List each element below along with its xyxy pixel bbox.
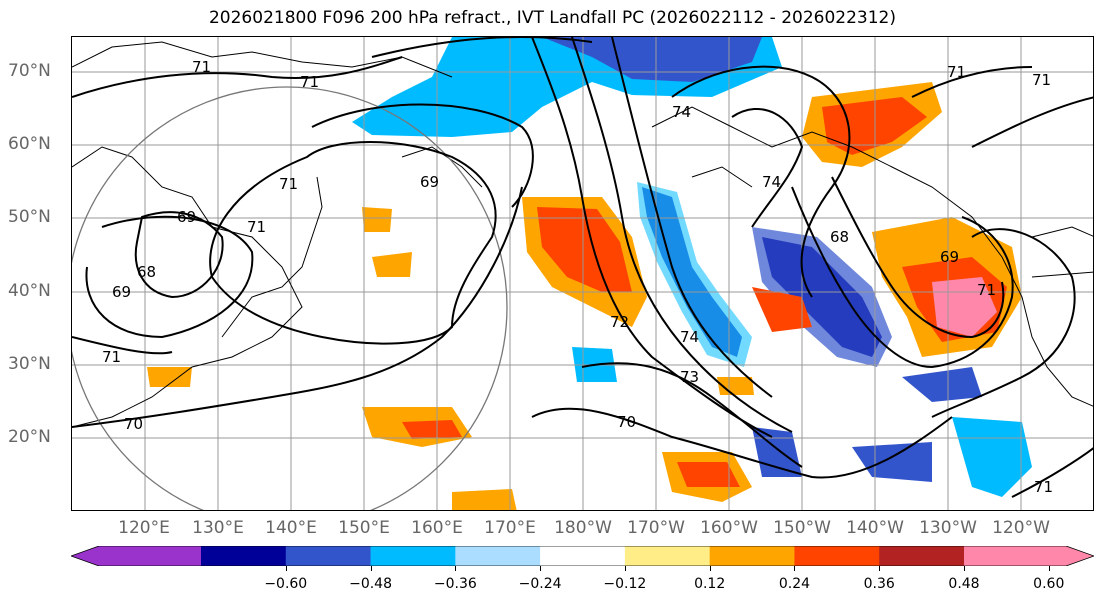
contour-label: 71 [977, 281, 996, 299]
shade-blue-se2 [852, 442, 932, 482]
contour-label: 71 [947, 63, 966, 81]
contour-label: 74 [672, 103, 691, 121]
map-title: 2026021800 F096 200 hPa refract., IVT La… [208, 8, 896, 28]
colorbar-segment [709, 546, 795, 566]
contour-label: 68 [137, 263, 156, 281]
colorbar-tick [455, 566, 457, 571]
shade-orange-w [147, 367, 192, 387]
lon-label-130w: 130°W [919, 518, 977, 538]
contour-label: 69 [940, 248, 959, 266]
shade-dark-blue-north [542, 37, 762, 82]
colorbar-tick-label: 0.48 [948, 576, 980, 592]
lat-label-20n: 20°N [8, 427, 51, 447]
contour-label: 69 [112, 283, 131, 301]
contour-label: 71 [1034, 478, 1053, 496]
range-ring [72, 86, 508, 510]
lon-label-170w: 170°W [627, 518, 685, 538]
colorbar-tick-label: 0.36 [863, 576, 895, 592]
colorbar-tick [285, 566, 287, 571]
colorbar-tick [709, 566, 711, 571]
colorbar-segment [455, 546, 541, 566]
shade-orange-mid [752, 287, 812, 332]
shade-orange-west2 [372, 252, 412, 277]
contour-label: 74 [762, 173, 781, 191]
contour-label: 71 [1032, 71, 1051, 89]
colorbar-tick [794, 566, 796, 571]
lon-label-130e: 130°E [192, 518, 244, 538]
contour-label: 71 [102, 348, 121, 366]
colorbar-tick [624, 566, 626, 571]
contour-label: 73 [680, 368, 699, 386]
colorbar-tick [370, 566, 372, 571]
shade-blue-se [952, 417, 1032, 497]
lon-label-180w: 180°W [554, 518, 612, 538]
graticule [72, 37, 1093, 510]
lon-label-170e: 170°E [484, 518, 536, 538]
contour-label: 71 [279, 175, 298, 193]
colorbar-segment [540, 546, 626, 566]
lat-label-60n: 60°N [8, 134, 51, 154]
contour-label: 68 [830, 228, 849, 246]
colorbar-tick-label: −0.60 [264, 576, 308, 592]
shade-orange-sw [452, 489, 517, 510]
colorbar-segment [879, 546, 965, 566]
shade-blue-east [752, 227, 892, 367]
colorbar-segment [794, 546, 880, 566]
shade-blue-mid-halo [637, 182, 752, 367]
colorbar-extend-high [964, 546, 1094, 566]
colorbar-tick-label: 0.12 [694, 576, 726, 592]
lat-label-30n: 30°N [8, 354, 51, 374]
refractivity-contours [72, 37, 1093, 498]
colorbar-tick [1048, 566, 1050, 571]
lon-label-160w: 160°W [700, 518, 758, 538]
shade-blue-east2 [902, 367, 982, 402]
contour-label: 70 [617, 413, 636, 431]
contour-label: 71 [300, 73, 319, 91]
colorbar-tick [879, 566, 881, 571]
colorbar-segments [71, 546, 1094, 566]
contour-label: 70 [124, 415, 143, 433]
colorbar-tick-label: 0.24 [778, 576, 811, 592]
lat-label-40n: 40°N [8, 281, 51, 301]
lat-label-70n: 70°N [8, 61, 51, 81]
colorbar-tick-label: −0.12 [603, 576, 647, 592]
colorbar-tick-label: −0.48 [349, 576, 392, 592]
map-panel: 71 71 69 71 69 68 69 71 70 71 72 73 74 7… [71, 36, 1094, 511]
colorbar-segment [624, 546, 711, 566]
contour-label: 74 [680, 328, 699, 346]
coastlines [72, 41, 1093, 428]
lon-label-120w: 120°W [992, 518, 1050, 538]
colorbar [71, 546, 1094, 566]
colorbar-segment [370, 546, 456, 566]
shaded-field [147, 37, 1032, 510]
colorbar-tick [540, 566, 542, 571]
map-canvas: 71 71 69 71 69 68 69 71 70 71 72 73 74 7… [72, 37, 1093, 510]
lat-label-50n: 50°N [8, 207, 51, 227]
contour-label: 69 [420, 173, 439, 191]
contour-label: 71 [247, 218, 266, 236]
contour-label: 72 [610, 313, 629, 331]
lon-label-150e: 150°E [338, 518, 390, 538]
lon-label-120e: 120°E [118, 518, 170, 538]
shade-red-cent [537, 207, 632, 292]
contour-label: 69 [177, 208, 196, 226]
shade-red-s2 [677, 462, 740, 487]
colorbar-tick-label: 0.60 [1033, 576, 1065, 592]
lon-label-140w: 140°W [846, 518, 904, 538]
lon-label-160e: 160°E [411, 518, 463, 538]
lon-label-140e: 140°E [265, 518, 317, 538]
colorbar-segment [285, 546, 372, 566]
colorbar-tick [964, 566, 965, 571]
colorbar-extend-low [71, 546, 201, 566]
colorbar-tick-label: −0.36 [433, 576, 477, 592]
shade-orange-small [717, 377, 754, 395]
shade-red-south [402, 420, 462, 439]
colorbar-segment [201, 546, 287, 566]
shade-orange-west [362, 207, 392, 232]
lon-label-150w: 150°W [773, 518, 831, 538]
contour-label-group: 71 71 69 71 69 68 69 71 70 71 72 73 74 7… [102, 58, 1053, 496]
colorbar-tick-label: −0.24 [518, 576, 562, 592]
contour-label: 71 [192, 58, 211, 76]
